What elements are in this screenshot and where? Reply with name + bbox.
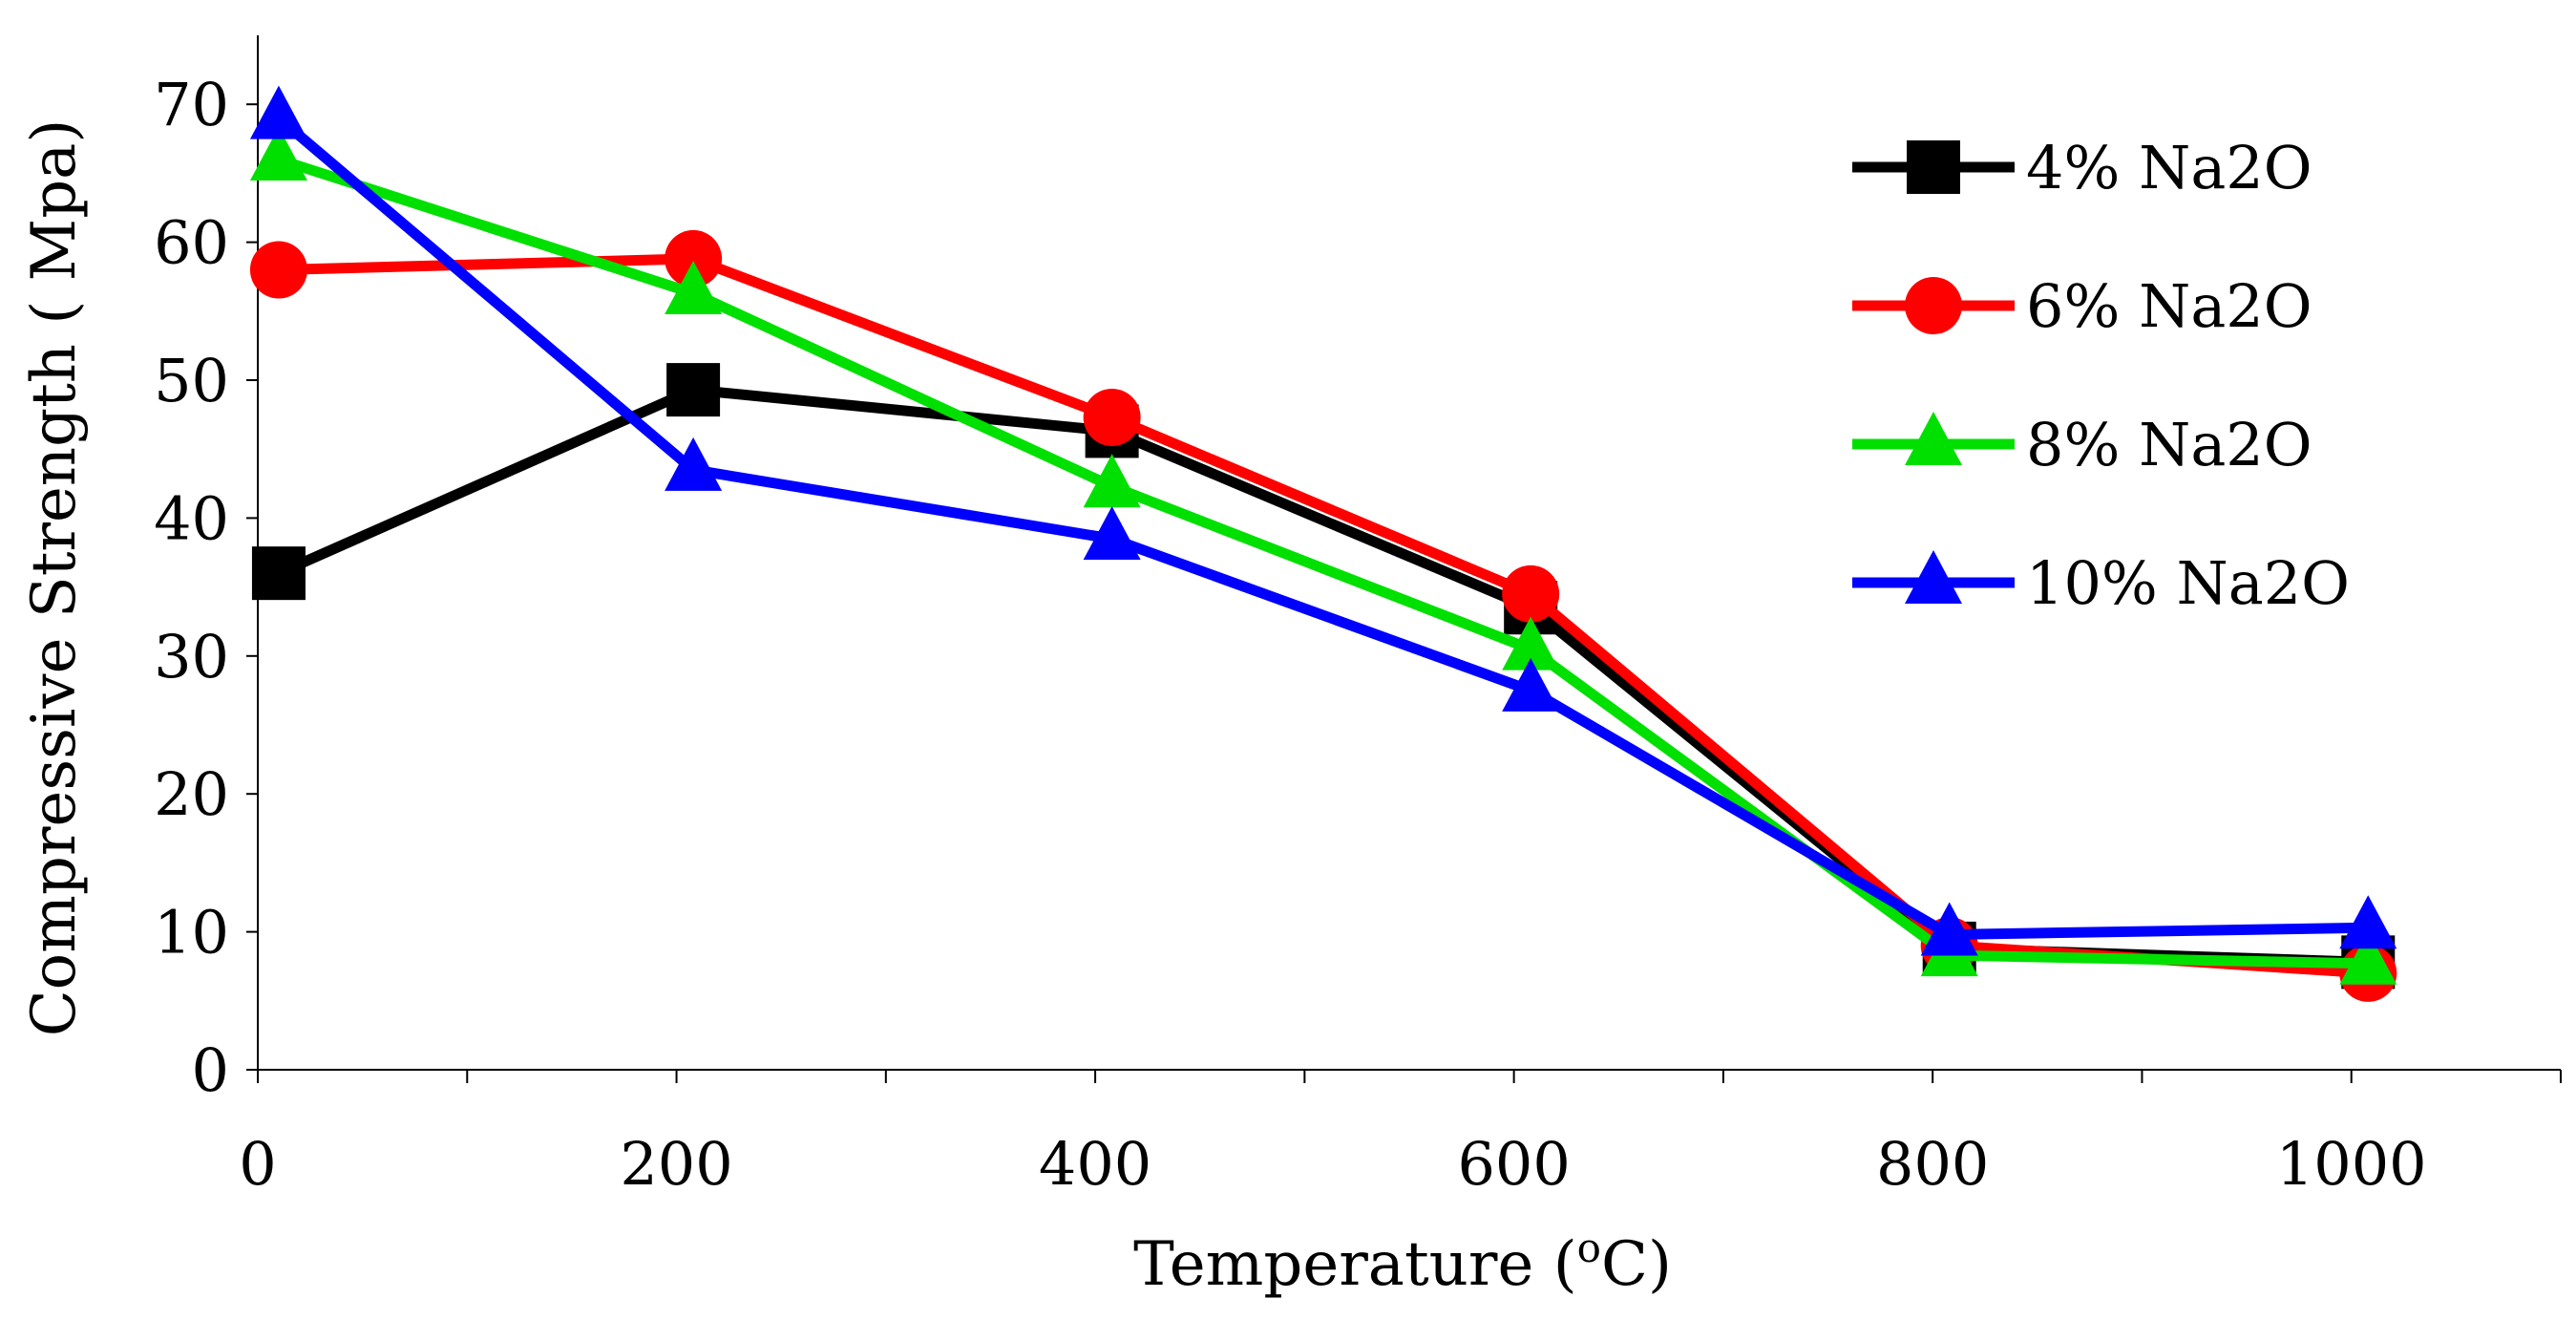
legend-item: 4% Na2O <box>1852 133 2312 202</box>
legend-item: 6% Na2O <box>1852 271 2312 341</box>
data-point <box>665 229 723 287</box>
y-axis-title: Compressive Strength ( Mpa) <box>19 119 90 1037</box>
series-4 <box>249 85 2397 956</box>
legend-label: 10% Na2O <box>2026 548 2350 618</box>
data-point <box>665 261 723 315</box>
x-axis-title: Temperature (oC) <box>1133 1224 1672 1300</box>
legend-marker <box>1905 277 1962 334</box>
series-line <box>277 154 2369 969</box>
y-tick-label: 10 <box>154 898 229 968</box>
legend: 4% Na2O 6% Na2O 8% Na2O 10% Na2O <box>1852 133 2350 618</box>
data-point <box>1502 616 1560 671</box>
legend-marker <box>1907 140 1960 194</box>
series-line <box>278 253 2369 979</box>
data-point <box>1920 902 1978 956</box>
x-tick-label: 1000 <box>2276 1129 2427 1199</box>
series-layer <box>249 85 2397 1002</box>
data-point <box>1502 657 1560 712</box>
legend-item: 10% Na2O <box>1852 548 2350 618</box>
legend-label: 8% Na2O <box>2026 410 2312 479</box>
data-point <box>2339 895 2397 949</box>
data-point <box>1083 454 1141 508</box>
y-tick-label: 30 <box>154 622 229 692</box>
legend-marker <box>1905 412 1962 465</box>
data-point <box>666 363 721 417</box>
x-tick-label: 200 <box>620 1129 732 1199</box>
series-line <box>275 114 2369 940</box>
y-tick-label: 70 <box>154 70 229 139</box>
x-tick-label: 800 <box>1876 1129 1989 1199</box>
y-tick-label: 40 <box>154 483 229 553</box>
x-tick-label: 600 <box>1457 1129 1570 1199</box>
data-point <box>249 126 307 181</box>
data-point <box>1083 388 1141 446</box>
y-tick-label: 60 <box>154 208 229 278</box>
y-tick-label: 20 <box>154 759 229 829</box>
legend-label: 6% Na2O <box>2026 271 2312 341</box>
x-tick-label: 0 <box>239 1129 276 1199</box>
legend-marker <box>1905 550 1962 604</box>
legend-item: 8% Na2O <box>1852 410 2312 479</box>
data-point <box>249 241 307 299</box>
y-tick-label: 50 <box>154 346 229 415</box>
axes: 0 10 20 30 40 50 60 70 0 200 400 600 800 1000 <box>154 35 2562 1199</box>
data-point <box>2339 930 2397 985</box>
data-point <box>1502 564 1560 623</box>
data-point <box>1083 506 1141 561</box>
series-3 <box>249 126 2397 985</box>
data-point <box>249 85 307 139</box>
data-point <box>665 436 723 491</box>
legend-label: 4% Na2O <box>2026 133 2312 202</box>
y-tick-label: 0 <box>192 1035 229 1105</box>
data-point <box>251 546 306 601</box>
x-tick-label: 400 <box>1039 1129 1151 1199</box>
